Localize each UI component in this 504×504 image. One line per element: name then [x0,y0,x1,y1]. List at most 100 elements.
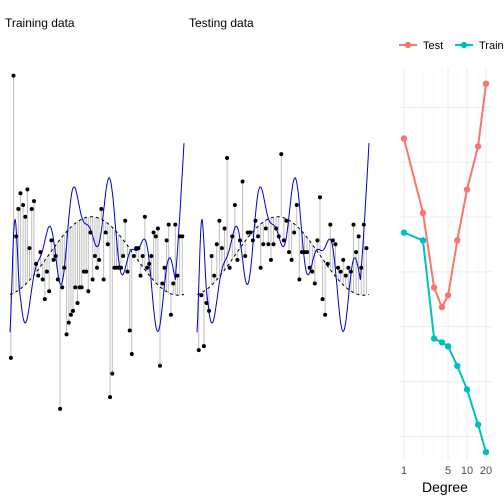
training-data-point [91,278,95,282]
training-data-point [106,242,110,246]
training-data-point [123,219,127,223]
training-data-point [102,278,106,282]
training-data-point [175,274,179,278]
testing-data-point [223,227,227,231]
training-data-point [71,309,75,313]
testing-data-point [204,301,208,305]
training-data-point [180,234,184,238]
train-error-point [475,422,481,428]
training-data-point [52,258,56,262]
test-error-point [483,80,489,86]
training-data-point [47,289,51,293]
testing-data-point [346,266,350,270]
training-data-point [156,227,160,231]
testing-data-point [264,227,268,231]
test-error-point [439,304,445,310]
training-data-point [32,199,36,203]
training-scatter-panel [9,74,184,411]
testing-data-point [279,152,283,156]
training-data-point [11,74,15,78]
testing-data-point [290,258,294,262]
testing-data-point [241,180,245,184]
training-data-point [163,266,167,270]
testing-data-point [364,246,368,250]
testing-data-point [308,266,312,270]
train-legend-label: Train [479,40,504,52]
testing-data-point [277,234,281,238]
training-data-point [54,254,58,258]
test-error-point [431,284,437,290]
testing-data-point [225,156,229,160]
training-data-point [80,285,84,289]
training-data-point [143,215,147,219]
train-error-point [483,449,489,455]
test-legend-key-point [405,42,411,48]
testing-data-point [256,234,260,238]
training-data-point [76,301,80,305]
error-vs-degree-panel: 1 5 10 20 Degree [399,68,492,495]
training-data-point [136,246,140,250]
train-error-point [401,229,407,235]
training-data-point [62,266,66,270]
training-data-point [34,262,38,266]
training-data-point [145,266,149,270]
training-data-point [86,289,90,293]
training-data-point [165,238,169,242]
testing-data-point [210,254,214,258]
testing-data-point [197,348,201,352]
training-data-point [119,266,123,270]
testing-data-point [321,297,325,301]
testing-data-point [259,266,263,270]
testing-data-point [352,223,356,227]
training-data-point [69,313,73,317]
training-data-point [25,187,29,191]
testing-data-point [326,262,330,266]
degree-axis-label: Degree [422,479,468,495]
testing-data-point [323,313,327,317]
training-data-point [152,230,156,234]
training-data-point [88,230,92,234]
training-data-point [41,278,45,282]
testing-data-point [333,242,337,246]
testing-data-point [297,278,301,282]
training-data-point [141,254,145,258]
testing-data-point [243,254,247,258]
testing-data-point [362,223,366,227]
training-data-point [97,258,101,262]
testing-data-point [199,293,203,297]
training-data-point [154,234,158,238]
training-data-point [147,262,151,266]
degree-tick-label: 10 [461,465,473,477]
training-data-point [104,230,108,234]
testing-data-point [212,274,216,278]
training-data-point [60,285,64,289]
testing-data-point [359,266,363,270]
testing-data-point [282,238,286,242]
training-data-point [130,352,134,356]
testing-data-point [207,309,211,313]
error-panel-grid [399,68,492,460]
training-data-point [139,274,143,278]
testing-data-point [328,223,332,227]
testing-data-point [349,270,353,274]
training-data-point [149,254,153,258]
training-data-point [58,407,62,411]
training-data-point [167,223,171,227]
testing-data-point [261,242,265,246]
testing-data-point [318,195,322,199]
training-data-point [23,215,27,219]
testing-data-point [315,238,319,242]
degree-tick-label: 5 [445,465,451,477]
testing-data-point [215,242,219,246]
training-data-point [65,332,69,336]
training-data-point [67,321,71,325]
testing-data-point [233,203,237,207]
testing-scatter-panel [197,143,369,352]
testing-data-point [336,266,340,270]
train-error-point [445,343,451,349]
training-data-point [56,278,60,282]
training-data-point [99,207,103,211]
train-legend-key-point [461,42,467,48]
training-data-point [125,270,129,274]
testing-data-point [339,270,343,274]
